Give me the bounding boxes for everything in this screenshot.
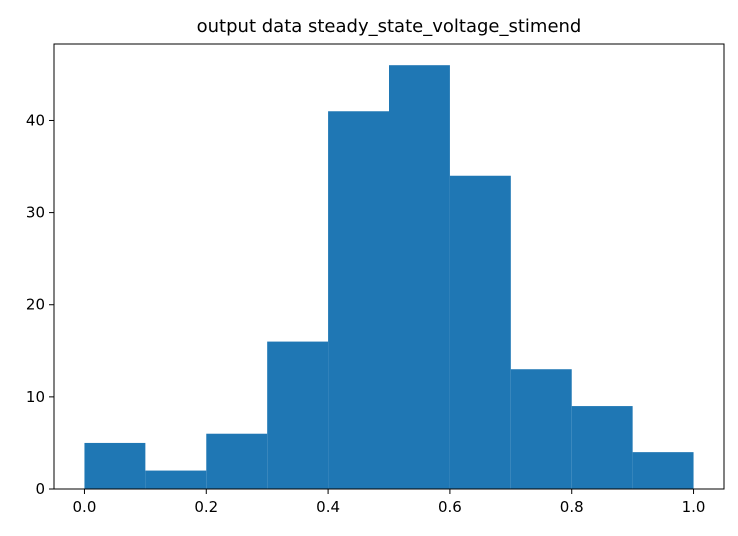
axes-layer: 0.0 0.2 0.4 0.6 0.8 1.0 0 10 20 30 40: [26, 43, 725, 516]
y-tick-label: 20: [26, 296, 45, 314]
x-tick-label: 0.0: [73, 498, 97, 516]
x-tick-label: 0.6: [438, 498, 462, 516]
x-tick-label: 1.0: [682, 498, 706, 516]
histogram-bar-5: [389, 65, 450, 489]
histogram-bar-9: [632, 452, 694, 489]
histogram-bar-1: [145, 470, 207, 489]
x-tick-label: 0.8: [560, 498, 584, 516]
histogram-bar-8: [571, 406, 633, 489]
histogram-bar-3: [267, 341, 329, 489]
y-tick-label: 10: [26, 388, 45, 406]
axes-frame: [53, 43, 725, 490]
histogram-bar-6: [449, 175, 511, 489]
bars-layer: [84, 65, 694, 490]
x-tick-label: 0.4: [316, 498, 340, 516]
histogram-bar-0: [84, 442, 146, 489]
histogram-bar-7: [510, 369, 572, 489]
y-tick-label: 30: [26, 204, 45, 222]
y-tick-label: 40: [26, 111, 45, 129]
histogram-bar-4: [328, 111, 389, 490]
y-tick-label: 0: [35, 480, 45, 498]
x-tick-label: 0.2: [194, 498, 218, 516]
histogram-bar-2: [206, 433, 268, 489]
chart-title: output data steady_state_voltage_stimend: [197, 16, 582, 37]
